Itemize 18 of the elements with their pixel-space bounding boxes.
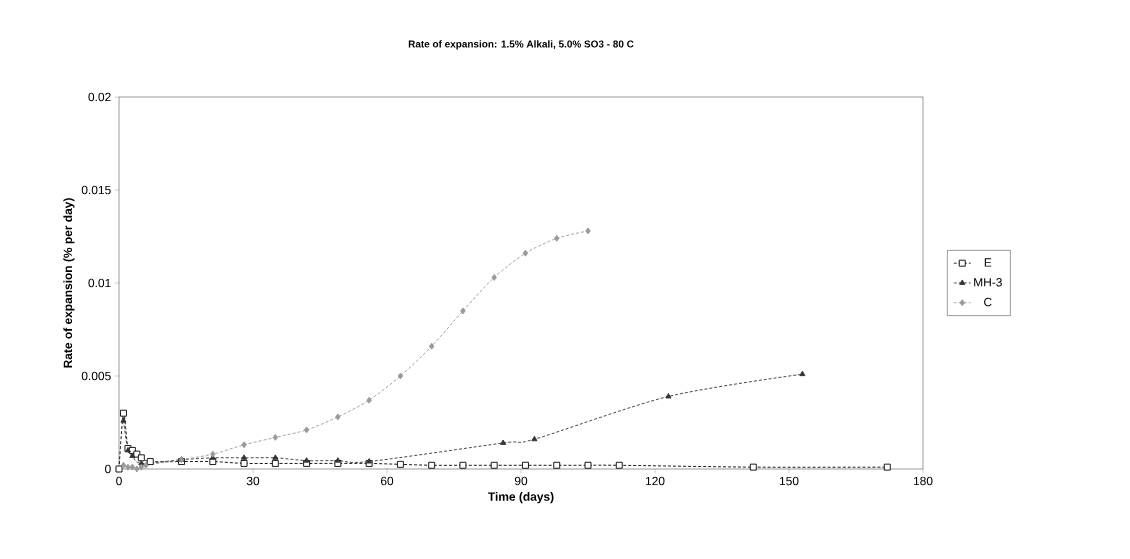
legend-label: MH-3 [974, 278, 1002, 287]
y-tick-label: 0.02 [88, 92, 111, 102]
x-tick-label: 30 [246, 476, 260, 486]
x-axis-title: Time (days) [488, 492, 554, 504]
x-tick-label: 180 [913, 476, 933, 486]
x-tick-label: 60 [380, 476, 394, 486]
x-tick-label: 90 [514, 476, 528, 486]
x-tick-label: 150 [779, 476, 799, 486]
x-tick-label: 120 [645, 476, 665, 486]
y-tick-label: 0.015 [81, 185, 111, 195]
legend-label: E [984, 258, 992, 267]
y-tick-label: 0.005 [81, 371, 111, 381]
legend-label: C [984, 297, 992, 307]
y-tick-label: 0 [105, 464, 111, 474]
x-tick-label: 0 [116, 476, 122, 486]
chart-title: Rate of expansion: 1.5% Alkali, 5.0% SO3 - 80 C [408, 40, 634, 50]
y-axis-title: Rate of expansion (% per day) [63, 198, 75, 368]
y-tick-label: 0.01 [88, 278, 111, 288]
